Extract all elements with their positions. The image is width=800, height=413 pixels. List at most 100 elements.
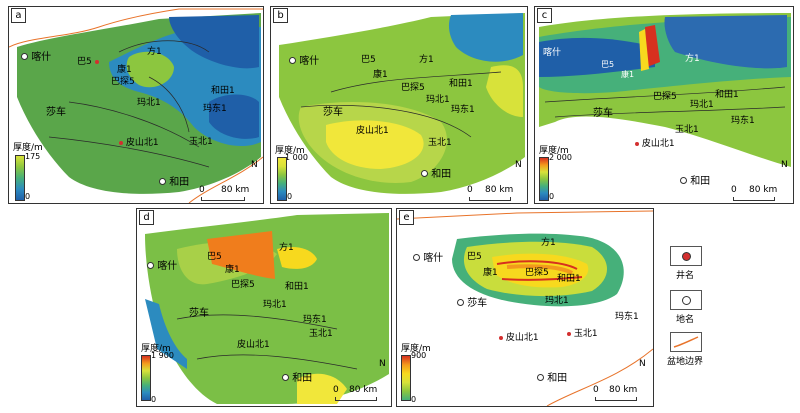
thickness-zone-red [496, 260, 583, 281]
map-panel-d: d 喀什 莎车 和田 巴5 康1 巴探5 方1 和田1 玛北1 玛东1 皮山北1… [136, 208, 392, 407]
legend-place-symbol [670, 290, 702, 310]
thickness-zone-high [209, 94, 259, 139]
thickness-min: 0 [151, 395, 157, 404]
thickness-max: 1 000 [285, 153, 308, 162]
well-pishanbei1: 皮山北1 [237, 340, 270, 350]
thickness-zone-red [645, 25, 660, 67]
map-e-canvas [397, 210, 653, 406]
contour-line [176, 314, 358, 370]
color-ramp [539, 157, 549, 201]
well-pishanbei1: 皮山北1 [356, 126, 389, 136]
well-fang1: 方1 [685, 54, 700, 64]
well-hetian1: 和田1 [557, 274, 581, 284]
well-hetian1: 和田1 [715, 90, 739, 100]
well-pishanbei1: 皮山北1 [635, 136, 675, 149]
thickness-zone-blue [145, 299, 187, 369]
well-batan5: 巴探5 [231, 280, 255, 290]
north-arrow: N [515, 160, 522, 170]
thickness-min: 0 [411, 395, 417, 404]
panel-label: b [273, 8, 288, 23]
place-kashi: 喀什 [543, 48, 562, 58]
thickness-max: 900 [411, 351, 427, 360]
scale-zero: 0 [731, 185, 737, 195]
well-madong1: 玛东1 [303, 315, 327, 325]
well-ba5: 巴5 [601, 60, 615, 69]
map-d-canvas [145, 213, 389, 404]
well-yubei1: 玉北1 [189, 137, 213, 147]
scale-zero: 0 [333, 385, 339, 395]
color-ramp [141, 355, 151, 401]
legend: 井名 地名 盆地边界 [664, 246, 724, 406]
place-icon [682, 296, 691, 305]
contour-line [118, 40, 210, 133]
legend-boundary-symbol [670, 332, 702, 352]
well-batan5: 巴探5 [111, 77, 135, 87]
map-panel-c: c 喀什 莎车 和田 巴5 康1 巴探5 方1 和田1 玛北1 玛东1 皮山北1… [534, 6, 794, 204]
well-icon [682, 252, 691, 261]
map-panel-e: e 喀什 莎车 和田 巴5 康1 巴探5 方1 和田1 玛北1 玛东1 皮山北1… [396, 208, 654, 407]
panel-label: c [537, 8, 552, 23]
place-shache: 莎车 [457, 294, 487, 309]
well-ba5: 巴5 [77, 54, 99, 67]
well-kang1: 康1 [225, 265, 240, 275]
thickness-zone-blue [539, 37, 655, 77]
thickness-zone-yellow [277, 247, 317, 269]
well-madong1: 玛东1 [451, 105, 475, 115]
thickness-max: 2 000 [549, 153, 572, 162]
well-madong1: 玛东1 [731, 116, 755, 126]
well-pishanbei1: 皮山北1 [119, 135, 159, 148]
thickness-title: 厚度/m [401, 344, 431, 354]
well-batan5: 巴探5 [525, 268, 549, 278]
north-arrow: N [639, 359, 646, 369]
color-ramp [401, 355, 411, 401]
basin-boundary [546, 348, 653, 406]
well-ba5: 巴5 [467, 252, 482, 262]
thickness-zone-orange [639, 29, 649, 71]
thickness-min: 0 [549, 192, 555, 201]
well-pishanbei1: 皮山北1 [499, 330, 539, 343]
well-mabei1: 玛北1 [137, 98, 161, 108]
well-yubei1: 玉北1 [428, 138, 452, 148]
thickness-zone-light [126, 51, 174, 88]
place-shache: 莎车 [189, 308, 209, 319]
scale-zero: 0 [467, 185, 473, 195]
thickness-zone-orange [207, 231, 275, 279]
scale-bar [733, 197, 775, 201]
thickness-max: 175 [25, 152, 41, 161]
thickness-zone-yellow [297, 373, 347, 404]
well-mabei1: 玛北1 [426, 95, 450, 105]
well-ba5: 巴5 [361, 55, 376, 65]
map-panel-a: a 喀什 莎车 和田 巴5 康1 巴探5 方1 和田1 玛北1 玛东1 皮山北1… [8, 6, 264, 204]
well-fang1: 方1 [541, 238, 556, 248]
well-batan5: 巴探5 [401, 83, 425, 93]
panel-label: e [399, 210, 414, 225]
well-fang1: 方1 [419, 55, 434, 65]
place-shache: 莎车 [46, 107, 66, 118]
contour-line [48, 101, 210, 168]
scale-bar [335, 397, 377, 401]
map-panel-b: b 喀什 莎车 和田 巴5 康1 巴探5 方1 和田1 玛北1 玛东1 皮山北1… [270, 6, 528, 204]
scale-value: 80 km [349, 385, 378, 395]
map-c-canvas [539, 13, 791, 167]
place-shache: 莎车 [593, 108, 613, 119]
contour-line [544, 86, 786, 118]
place-hetian: 和田 [537, 369, 567, 384]
place-kashi: 喀什 [413, 249, 443, 264]
well-yubei1: 玉北1 [309, 329, 333, 339]
contour-line [300, 71, 502, 138]
well-fang1: 方1 [279, 243, 294, 253]
scale-bar [469, 197, 511, 201]
well-ba5: 巴5 [207, 252, 222, 262]
place-hetian: 和田 [282, 369, 312, 384]
scale-value: 80 km [485, 185, 514, 195]
basin-boundary [188, 156, 263, 203]
well-mabei1: 玛北1 [545, 296, 569, 306]
basin-boundary [397, 210, 653, 220]
scale-value: 80 km [749, 185, 778, 195]
scale-zero: 0 [593, 385, 599, 395]
thickness-title: 厚度/m [141, 344, 171, 354]
thickness-min: 0 [287, 192, 293, 201]
scale-value: 80 km [609, 385, 638, 395]
place-kashi: 喀什 [21, 48, 51, 63]
well-kang1: 康1 [621, 70, 635, 79]
